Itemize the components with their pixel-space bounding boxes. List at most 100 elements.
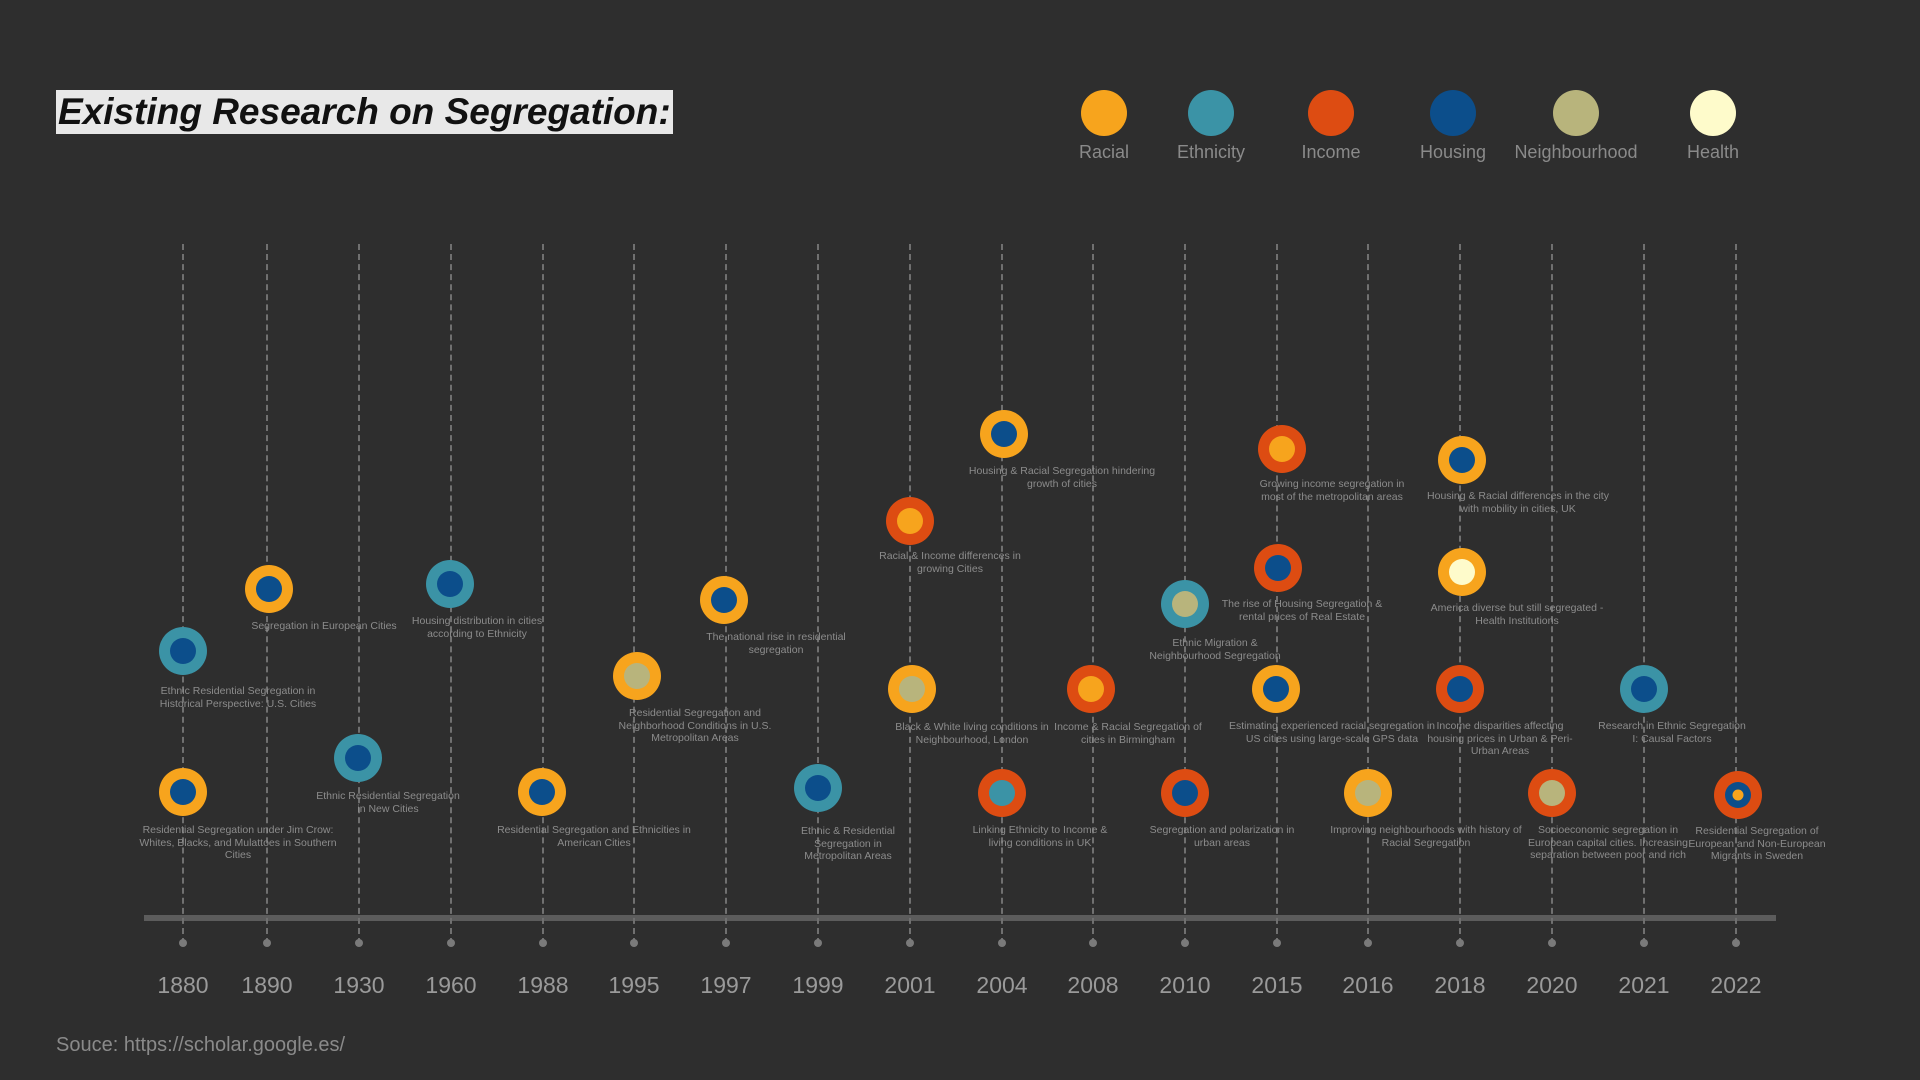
year-label: 2020 bbox=[1526, 972, 1578, 998]
study-label: Ethnic Residential Segregation in New Ci… bbox=[316, 790, 460, 815]
study-marker bbox=[1254, 544, 1302, 592]
study-label: Linking Ethnicity to Income & living con… bbox=[972, 824, 1108, 849]
study-marker-inner bbox=[899, 676, 925, 702]
year-label: 1997 bbox=[700, 972, 752, 998]
study-label: Residential Segregation and Ethnicities … bbox=[497, 824, 691, 849]
study-marker-inner bbox=[1631, 676, 1657, 702]
year-guide-line bbox=[182, 244, 184, 944]
legend-item-health: Health bbox=[1638, 90, 1788, 163]
year-tick bbox=[906, 939, 914, 947]
legend-swatch-housing bbox=[1430, 90, 1476, 136]
legend-item-housing: Housing bbox=[1378, 90, 1528, 163]
study-label: Ethnic Migration & Neighbourhood Segrega… bbox=[1149, 637, 1281, 662]
source-note: Souce: https://scholar.google.es/ bbox=[56, 1034, 346, 1056]
legend-swatch-ethnicity bbox=[1188, 90, 1234, 136]
legend-label: Health bbox=[1686, 142, 1740, 162]
legend-label: Housing bbox=[1419, 142, 1487, 162]
study-marker bbox=[1436, 665, 1484, 713]
study-marker-inner bbox=[805, 775, 831, 801]
year-label: 2018 bbox=[1434, 972, 1486, 998]
study-label: Housing & Racial differences in the city… bbox=[1427, 490, 1609, 515]
study-label: Income & Racial Segregation of cities in… bbox=[1054, 721, 1202, 746]
legend-item-income: Income bbox=[1256, 90, 1406, 163]
year-guide-line bbox=[1735, 244, 1737, 944]
year-tick bbox=[447, 939, 455, 947]
study-label: Residential Segregation and Neighborhood… bbox=[618, 707, 772, 745]
study-marker bbox=[245, 565, 293, 613]
study-label: Black & White living conditions in Neigh… bbox=[895, 721, 1049, 746]
study-marker-inner bbox=[1539, 780, 1565, 806]
year-guide-line bbox=[1001, 244, 1003, 944]
year-guide-line bbox=[633, 244, 635, 944]
study-marker-inner bbox=[1265, 555, 1291, 581]
legend-swatch-health bbox=[1690, 90, 1736, 136]
study-marker bbox=[888, 665, 936, 713]
year-label: 2015 bbox=[1251, 972, 1303, 998]
year-tick bbox=[1181, 939, 1189, 947]
study-label: Segregation and polarization in urban ar… bbox=[1149, 824, 1295, 849]
study-marker-inner bbox=[1263, 676, 1289, 702]
study-marker bbox=[1528, 769, 1576, 817]
year-tick bbox=[814, 939, 822, 947]
year-guide-line bbox=[1551, 244, 1553, 944]
study-label: Estimating experienced racial segregatio… bbox=[1228, 720, 1436, 745]
study-marker-inner bbox=[1078, 676, 1104, 702]
year-tick bbox=[1456, 939, 1464, 947]
year-tick bbox=[1640, 939, 1648, 947]
study-marker-inner bbox=[529, 779, 555, 805]
study-marker-inner bbox=[991, 421, 1017, 447]
study-marker-inner bbox=[1449, 447, 1475, 473]
study-marker bbox=[1344, 769, 1392, 817]
study-marker bbox=[700, 576, 748, 624]
study-marker bbox=[159, 627, 207, 675]
study-marker bbox=[334, 734, 382, 782]
study-marker bbox=[978, 769, 1026, 817]
study-label: Residential Segregation of European and … bbox=[1688, 825, 1826, 863]
year-tick bbox=[179, 939, 187, 947]
legend-item-racial: Racial bbox=[1029, 90, 1179, 163]
study-marker bbox=[1714, 771, 1762, 819]
study-marker-core bbox=[1732, 789, 1744, 801]
year-tick bbox=[355, 939, 363, 947]
legend-label: Neighbourhood bbox=[1514, 142, 1638, 162]
year-guide-line bbox=[542, 244, 544, 944]
study-marker bbox=[518, 768, 566, 816]
study-marker bbox=[159, 768, 207, 816]
year-tick bbox=[1548, 939, 1556, 947]
year-label: 2021 bbox=[1618, 972, 1670, 998]
study-marker bbox=[1438, 548, 1486, 596]
study-marker bbox=[794, 764, 842, 812]
year-guide-line bbox=[909, 244, 911, 944]
study-label: Income disparities affecting housing pri… bbox=[1427, 720, 1573, 758]
study-marker bbox=[1161, 580, 1209, 628]
legend-swatch-income bbox=[1308, 90, 1354, 136]
study-marker bbox=[1161, 769, 1209, 817]
legend-label: Income bbox=[1301, 142, 1361, 162]
legend-swatch-neighbourhood bbox=[1553, 90, 1599, 136]
year-label: 2008 bbox=[1067, 972, 1119, 998]
study-marker-inner bbox=[1269, 436, 1295, 462]
year-label: 1999 bbox=[792, 972, 844, 998]
year-guide-line bbox=[358, 244, 360, 944]
study-marker bbox=[886, 497, 934, 545]
legend-item-ethnicity: Ethnicity bbox=[1136, 90, 1286, 163]
legend-item-neighbourhood: Neighbourhood bbox=[1501, 90, 1651, 163]
year-label: 2022 bbox=[1710, 972, 1762, 998]
year-tick bbox=[1732, 939, 1740, 947]
study-marker bbox=[1438, 436, 1486, 484]
year-tick bbox=[1273, 939, 1281, 947]
year-label: 1930 bbox=[333, 972, 385, 998]
study-marker bbox=[426, 560, 474, 608]
study-marker-inner bbox=[624, 663, 650, 689]
study-marker-inner bbox=[1449, 559, 1475, 585]
study-marker-inner bbox=[437, 571, 463, 597]
year-label: 2016 bbox=[1342, 972, 1394, 998]
year-label: 1988 bbox=[517, 972, 569, 998]
study-label: Ethnic & Residential Segregation in Metr… bbox=[801, 825, 895, 863]
year-tick bbox=[1089, 939, 1097, 947]
study-label: Segregation in European Cities bbox=[251, 620, 397, 632]
study-label: Housing & Racial Segregation hindering g… bbox=[968, 465, 1156, 490]
legend-swatch-racial bbox=[1081, 90, 1127, 136]
study-label: Research in Ethnic Segregation I: Causal… bbox=[1598, 720, 1746, 745]
page-title: Existing Research on Segregation: bbox=[56, 90, 673, 134]
